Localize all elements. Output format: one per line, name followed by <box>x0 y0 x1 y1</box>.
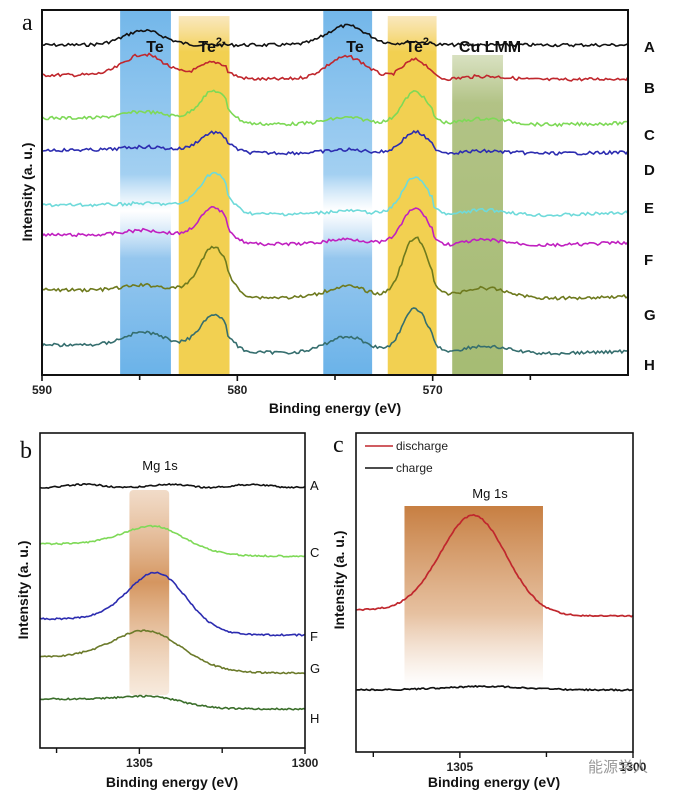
b-axes-frame <box>39 432 306 749</box>
a-x-axis-title: Binding energy (eV) <box>269 400 401 416</box>
c-y-axis-title: Intensity (a. u.) <box>331 531 347 630</box>
trace-E <box>41 171 629 218</box>
b-x-axis-title: Binding energy (eV) <box>106 774 238 790</box>
b-trace-labels: A C F G H <box>310 478 320 726</box>
trace-label-C: C <box>310 545 319 560</box>
trace-F <box>41 205 629 248</box>
trace-label-F: F <box>644 252 653 269</box>
trace-H <box>41 307 629 356</box>
x-tick-label: 1300 <box>292 756 319 770</box>
b-ticks: 1305 1300 <box>55 748 319 770</box>
c-x-axis-title: Binding energy (eV) <box>428 774 560 790</box>
panel-c: 1305 1300 c Mg 1s discharge charge Bindin… <box>331 432 648 790</box>
a-ticks: 590 580 570 <box>32 375 532 397</box>
trace-label-G: G <box>310 661 320 676</box>
trace-G <box>39 629 306 675</box>
trace-F <box>39 571 306 637</box>
panel-letter-c: c <box>333 432 344 458</box>
panel-letter-b: b <box>20 438 32 464</box>
trace-label-F: F <box>310 629 318 644</box>
trace-label-B: B <box>644 80 655 97</box>
mg-band <box>129 490 170 695</box>
trace-A <box>39 482 306 490</box>
trace-label-A: A <box>644 39 655 56</box>
mg-band <box>404 506 543 686</box>
trace-D <box>41 129 629 156</box>
a-bands <box>120 10 503 375</box>
x-tick-label: 570 <box>423 383 443 397</box>
trace-discharge <box>355 513 634 618</box>
band-label: Te <box>346 39 364 56</box>
x-tick-label: 1300 <box>620 760 647 774</box>
b-title: Mg 1s <box>142 458 178 473</box>
band-te2- <box>178 16 230 375</box>
b-y-axis-title: Intensity (a. u.) <box>15 541 31 640</box>
c-title: Mg 1s <box>472 486 508 501</box>
c-ticks: 1305 1300 <box>372 752 647 774</box>
b-band <box>129 490 170 695</box>
a-y-axis-title: Intensity (a. u.) <box>19 143 35 242</box>
trace-label-A: A <box>310 478 319 493</box>
x-tick-label: 580 <box>227 383 247 397</box>
x-tick-label: 590 <box>32 383 52 397</box>
panel-a: 590 580 570 a Binding energy (eV) Intensit… <box>19 9 656 416</box>
trace-label-C: C <box>644 127 655 144</box>
band-te2- <box>387 16 437 375</box>
trace-G <box>41 236 629 301</box>
band-label: Cu LMM <box>459 39 521 56</box>
trace-B <box>41 52 629 82</box>
trace-label-G: G <box>644 307 656 324</box>
trace-label-H: H <box>310 711 319 726</box>
a-trace-labels: A B C D E F G H <box>644 39 656 374</box>
trace-label-H: H <box>644 357 655 374</box>
x-tick-label: 1305 <box>126 756 153 770</box>
a-band-labels: Te Te2- Te Te2- Cu LMM <box>146 36 521 56</box>
trace-H <box>39 694 306 711</box>
legend-label-charge: charge <box>396 461 433 475</box>
trace-A <box>41 23 629 48</box>
panel-letter-a: a <box>22 10 33 36</box>
legend-label-discharge: discharge <box>396 439 448 453</box>
trace-C <box>41 89 629 128</box>
b-traces <box>39 482 306 711</box>
band-te <box>120 10 171 375</box>
trace-charge <box>355 684 634 692</box>
band-cu-lmm <box>452 55 503 375</box>
a-traces <box>41 23 629 356</box>
c-legend: discharge charge <box>365 439 448 475</box>
band-te <box>323 10 373 375</box>
trace-label-E: E <box>644 200 654 217</box>
c-axes-frame <box>355 432 634 753</box>
watermark: 能源学人 <box>588 758 648 776</box>
trace-label-D: D <box>644 162 655 179</box>
trace-C <box>39 524 306 558</box>
x-tick-label: 1305 <box>447 760 474 774</box>
panel-b: 1305 1300 b Mg 1s Binding energy (eV) Int… <box>15 432 320 790</box>
band-label: Te <box>146 39 164 56</box>
c-traces <box>355 513 634 692</box>
c-band <box>404 506 543 686</box>
